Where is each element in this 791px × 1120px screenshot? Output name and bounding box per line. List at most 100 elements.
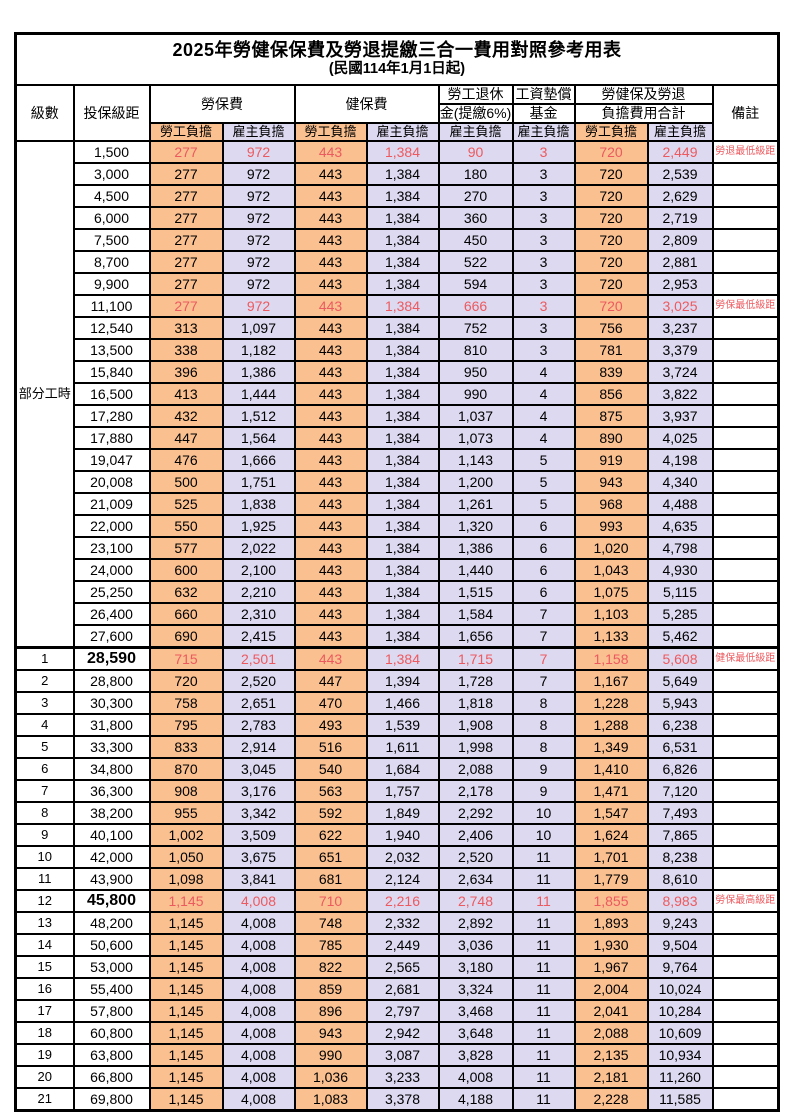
cell-labor-employee: 908: [148, 779, 224, 803]
cell-total-employee: 2,088: [573, 1021, 649, 1045]
table-row: 5 33,300 833 2,914 516 1,611 1,998 8 1,3…: [14, 735, 780, 759]
table-row: 9 40,100 1,002 3,509 622 1,940 2,406 10 …: [14, 823, 780, 847]
cell-health-employer: 2,565: [365, 955, 440, 979]
header-wage-fund-line1: 工資墊償: [511, 84, 576, 105]
cell-labor-employer: 2,415: [221, 624, 296, 649]
cell-note: [711, 206, 780, 230]
cell-wage-fund-employer: 11: [511, 977, 576, 1001]
cell-note: [711, 382, 780, 406]
cell-wage-fund-employer: 11: [511, 845, 576, 869]
cell-bracket: 26,400: [72, 602, 151, 626]
cell-level: 17: [14, 999, 75, 1023]
table-row: 13,500 338 1,182 443 1,384 810 3 781 3,3…: [16, 338, 780, 362]
cell-labor-employee: 795: [148, 713, 224, 737]
cell-health-employee: 443: [293, 316, 368, 340]
table-row: 12 45,800 1,145 4,008 710 2,216 2,748 11…: [14, 889, 780, 913]
cell-health-employer: 1,384: [365, 602, 440, 626]
cell-labor-employee: 600: [148, 558, 224, 582]
cell-total-employee: 993: [573, 514, 649, 538]
cell-labor-employee: 1,145: [148, 955, 224, 979]
cell-note: [711, 977, 780, 1001]
cell-total-employer: 2,881: [646, 250, 714, 274]
cell-health-employer: 1,394: [365, 669, 440, 693]
cell-labor-employer: 1,838: [221, 492, 296, 516]
cell-bracket: 36,300: [72, 779, 151, 803]
cell-labor-employer: 3,176: [221, 779, 296, 803]
cell-total-employer: 9,504: [646, 933, 714, 957]
cell-level: 6: [14, 757, 75, 781]
cell-level: 18: [14, 1021, 75, 1045]
cell-note: [711, 1043, 780, 1067]
cell-wage-fund-employer: 11: [511, 889, 576, 913]
cell-wage-fund-employer: 11: [511, 867, 576, 891]
cell-total-employee: 720: [573, 140, 649, 164]
cell-wage-fund-employer: 3: [511, 338, 576, 362]
cell-health-employer: 1,384: [365, 140, 440, 164]
cell-note: [711, 669, 780, 693]
cell-labor-employee: 690: [148, 624, 224, 649]
cell-bracket: 8,700: [72, 250, 151, 274]
table-row: 15,840 396 1,386 443 1,384 950 4 839 3,7…: [16, 360, 780, 384]
cell-total-employee: 720: [573, 294, 649, 318]
cell-bracket: 13,500: [72, 338, 151, 362]
cell-bracket: 22,000: [72, 514, 151, 538]
cell-bracket: 19,047: [72, 448, 151, 472]
cell-health-employee: 443: [293, 184, 368, 208]
table-row: 18 60,800 1,145 4,008 943 2,942 3,648 11…: [14, 1021, 780, 1045]
cell-labor-employer: 1,925: [221, 514, 296, 538]
cell-health-employer: 1,757: [365, 779, 440, 803]
cell-health-employee: 493: [293, 713, 368, 737]
cell-wage-fund-employer: 6: [511, 514, 576, 538]
table-row: 22,000 550 1,925 443 1,384 1,320 6 993 4…: [16, 514, 780, 538]
cell-labor-employer: 3,342: [221, 801, 296, 825]
table-row: 6 34,800 870 3,045 540 1,684 2,088 9 1,4…: [14, 757, 780, 781]
cell-wage-fund-employer: 9: [511, 757, 576, 781]
cell-wage-fund-employer: 6: [511, 580, 576, 604]
cell-health-employer: 1,384: [365, 228, 440, 252]
cell-note: [711, 1021, 780, 1045]
cell-note: [711, 536, 780, 560]
cell-pension-employer: 360: [437, 206, 514, 230]
cell-wage-fund-employer: 8: [511, 691, 576, 715]
cell-health-employer: 1,384: [365, 624, 440, 649]
cell-labor-employer: 972: [221, 162, 296, 186]
cell-health-employer: 1,384: [365, 404, 440, 428]
table-row: 17 57,800 1,145 4,008 896 2,797 3,468 11…: [14, 999, 780, 1023]
cell-health-employer: 2,032: [365, 845, 440, 869]
table-row: 3 30,300 758 2,651 470 1,466 1,818 8 1,2…: [14, 691, 780, 715]
cell-bracket: 57,800: [72, 999, 151, 1023]
cell-health-employee: 443: [293, 426, 368, 450]
table-row: 部分工時 1,500 277 972 443 1,384 90 3 720 2,…: [14, 140, 780, 649]
cell-health-employee: 443: [293, 492, 368, 516]
cell-labor-employee: 277: [148, 250, 224, 274]
cell-health-employee: 443: [293, 382, 368, 406]
cell-labor-employer: 972: [221, 294, 296, 318]
cell-labor-employer: 972: [221, 228, 296, 252]
cell-note: [711, 404, 780, 428]
cell-labor-employer: 4,008: [221, 1065, 296, 1089]
cell-health-employee: 443: [293, 624, 368, 649]
cell-health-employee: 447: [293, 669, 368, 693]
cell-total-employer: 6,531: [646, 735, 714, 759]
cell-pension-employer: 2,748: [437, 889, 514, 913]
table-row: 4 31,800 795 2,783 493 1,539 1,908 8 1,2…: [14, 713, 780, 737]
cell-bracket: 21,009: [72, 492, 151, 516]
cell-note: [711, 713, 780, 737]
cell-labor-employer: 2,501: [221, 646, 296, 671]
page-subtitle: (民國114年1月1日起): [328, 61, 466, 78]
cell-total-employee: 839: [573, 360, 649, 384]
cell-total-employer: 7,865: [646, 823, 714, 847]
cell-note: [711, 316, 780, 340]
cell-note: 勞退最低級距: [711, 140, 780, 164]
cell-labor-employer: 2,914: [221, 735, 296, 759]
cell-labor-employer: 3,675: [221, 845, 296, 869]
cell-labor-employee: 525: [148, 492, 224, 516]
cell-pension-employer: 450: [437, 228, 514, 252]
cell-total-employee: 2,228: [573, 1087, 649, 1112]
cell-health-employee: 681: [293, 867, 368, 891]
header-total-line1: 勞健保及勞退: [573, 84, 714, 105]
cell-pension-employer: 3,036: [437, 933, 514, 957]
cell-total-employee: 720: [573, 206, 649, 230]
cell-labor-employee: 577: [148, 536, 224, 560]
table-row: 19,047 476 1,666 443 1,384 1,143 5 919 4…: [16, 448, 780, 472]
